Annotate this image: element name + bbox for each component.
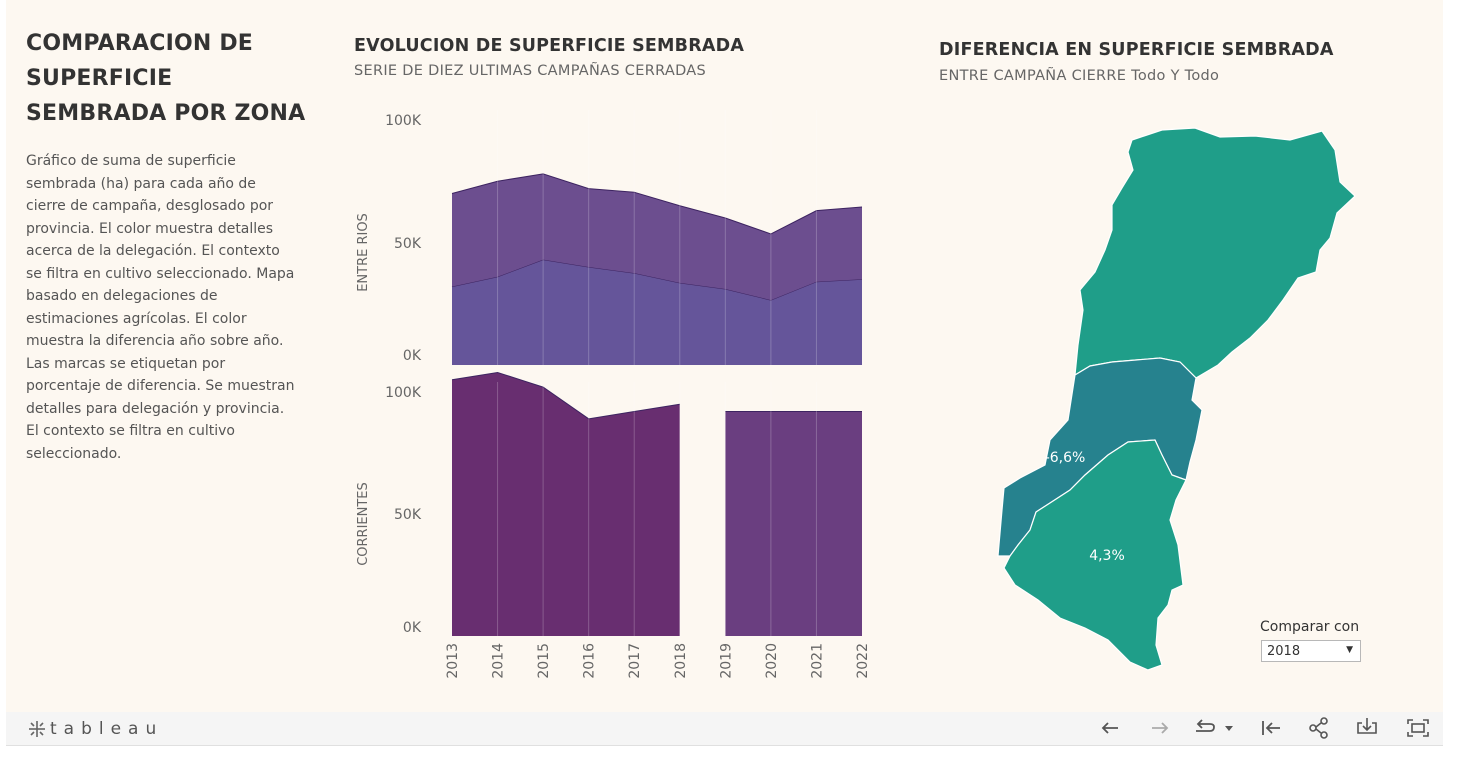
area-series[interactable] bbox=[725, 411, 862, 636]
x-tick-label: 2017 bbox=[627, 643, 643, 679]
area-chart-subtitle: SERIE DE DIEZ ULTIMAS CAMPAÑAS CERRADAS bbox=[354, 63, 707, 79]
area-series[interactable] bbox=[452, 259, 862, 365]
y-tick-label: 50K bbox=[394, 236, 422, 252]
tableau-toolbar: tableau bbox=[6, 712, 1443, 746]
share-icon[interactable] bbox=[1305, 715, 1333, 741]
y-tick-label: 0K bbox=[403, 620, 422, 636]
map-subtitle: ENTRE CAMPAÑA CIERRE Todo Y Todo bbox=[939, 68, 1220, 84]
chart-panel-corrientes[interactable]: 0K 50K 100K CORRIENTES bbox=[356, 371, 862, 636]
redo-icon[interactable] bbox=[1190, 715, 1218, 741]
tableau-logo[interactable]: tableau bbox=[26, 718, 163, 740]
map-label-south: 4,3% bbox=[1089, 548, 1125, 564]
y-tick-label: 100K bbox=[385, 113, 422, 129]
x-tick-label: 2016 bbox=[582, 643, 598, 679]
dropdown-icon[interactable] bbox=[1222, 715, 1236, 741]
dashboard-title: COMPARACION DE SUPERFICIE SEMBRADA POR Z… bbox=[26, 31, 306, 126]
y-tick-label: 0K bbox=[403, 348, 422, 364]
forward-icon[interactable] bbox=[1146, 715, 1174, 741]
compare-year-select[interactable]: 2018 ▼ bbox=[1261, 640, 1361, 662]
y-tick-label: 50K bbox=[394, 507, 422, 523]
x-tick-label: 2013 bbox=[445, 643, 461, 679]
x-tick-label: 2014 bbox=[491, 643, 507, 679]
map-title: DIFERENCIA EN SUPERFICIE SEMBRADA bbox=[939, 40, 1334, 60]
dashboard-description: Gráfico de suma de superficie sembrada (… bbox=[26, 153, 295, 462]
y-tick-label: 100K bbox=[385, 385, 422, 401]
x-tick-label: 2019 bbox=[718, 643, 734, 679]
chevron-down-icon: ▼ bbox=[1346, 645, 1353, 655]
compare-year-value: 2018 bbox=[1267, 644, 1301, 659]
chart-panel-entre-rios[interactable]: 0K 50K 100K ENTRE RIOS bbox=[356, 110, 863, 365]
panel-label: CORRIENTES bbox=[356, 482, 371, 566]
map-region-south[interactable] bbox=[1003, 439, 1187, 671]
x-tick-label: 2015 bbox=[536, 643, 552, 679]
compare-label: Comparar con bbox=[1260, 619, 1360, 635]
area-series[interactable] bbox=[452, 372, 680, 636]
download-icon[interactable] bbox=[1353, 715, 1381, 741]
area-series-line bbox=[451, 371, 680, 420]
x-tick-label: 2020 bbox=[764, 643, 780, 679]
x-tick-label: 2022 bbox=[855, 643, 871, 679]
x-tick-label: 2021 bbox=[809, 643, 825, 679]
tableau-logo-text: tableau bbox=[50, 719, 164, 739]
map-region-north[interactable] bbox=[1074, 127, 1356, 379]
x-tick-label: 2018 bbox=[673, 643, 689, 679]
map-label-middle: -6,6% bbox=[1045, 450, 1086, 466]
back-icon[interactable] bbox=[1096, 715, 1124, 741]
area-series[interactable] bbox=[452, 173, 862, 301]
tableau-logo-icon bbox=[29, 721, 45, 737]
fullscreen-icon[interactable] bbox=[1404, 715, 1432, 741]
x-axis: 2013 2014 2015 2016 2017 2018 2019 2020 2021 2022 bbox=[445, 643, 871, 679]
area-chart-title: EVOLUCION DE SUPERFICIE SEMBRADA bbox=[354, 36, 745, 56]
panel-label: ENTRE RIOS bbox=[356, 213, 371, 292]
region-map[interactable]: -6,6% 4,3% bbox=[997, 127, 1356, 671]
revert-icon[interactable] bbox=[1256, 715, 1284, 741]
area-series-line bbox=[451, 173, 863, 235]
